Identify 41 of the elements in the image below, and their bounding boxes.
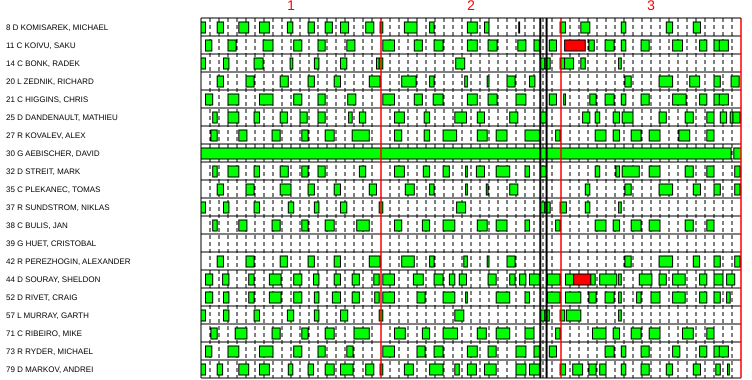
y-tick-label: 27 R KOVALEV, ALEX [6,131,86,140]
y-tick-label: 20 L ZEDNIK, RICHARD [6,77,94,86]
y-tick-label: 11 C KOIVU, SAKU [6,41,76,50]
bar [555,130,561,142]
y-tick-label: 52 D RIVET, CRAIG [6,293,78,302]
bar [216,256,224,268]
bar [424,130,430,142]
bar [442,130,458,142]
bar [334,256,341,268]
y-tick-label: 30 G AEBISCHER, DAVID [6,149,100,158]
y-tick-label: 37 R SUNDSTROM, NIKLAS [6,203,110,212]
y-tick-label: 71 C RIBEIRO, MIKE [6,329,82,338]
bar [308,256,315,268]
y-tick-label: 14 C BONK, RADEK [6,59,80,68]
bar [280,256,288,268]
y-tick-label: 79 D MARKOV, ANDREI [6,365,94,374]
y-tick-label: 42 R PEREZHOGIN, ALEXANDER [6,257,131,266]
bar [658,256,674,268]
bar [612,130,620,142]
bar [732,112,741,124]
bar [368,256,381,268]
y-tick-label: 73 R RYDER, MICHAEL [6,347,94,356]
bar [555,220,561,232]
y-tick-label: 44 D SOURAY, SHELDON [6,275,101,284]
bar [394,130,402,142]
bar [692,256,700,268]
y-tick-label: 32 D STREIT, MARK [6,167,81,176]
y-tick-label: 21 C HIGGINS, CHRIS [6,95,88,104]
bar [594,130,606,142]
bar [555,328,561,340]
bar [648,130,660,142]
y-tick-label: 8 D KOMISAREK, MICHAEL [6,23,109,32]
y-tick-label: 35 C PLEKANEC, TOMAS [6,185,100,194]
x-tick-label: 1 [287,0,296,13]
x-tick-label: 3 [647,0,656,13]
bar [496,130,508,142]
y-tick-label: 25 D DANDENAULT, MATHIEU [6,113,118,122]
x-tick-label: 2 [467,0,476,13]
y-tick-label: 39 G HUET, CRISTOBAL [6,239,97,248]
y-tick-label: 38 C BULIS, JAN [6,221,68,230]
y-tick-label: 57 L MURRAY, GARTH [6,311,90,320]
